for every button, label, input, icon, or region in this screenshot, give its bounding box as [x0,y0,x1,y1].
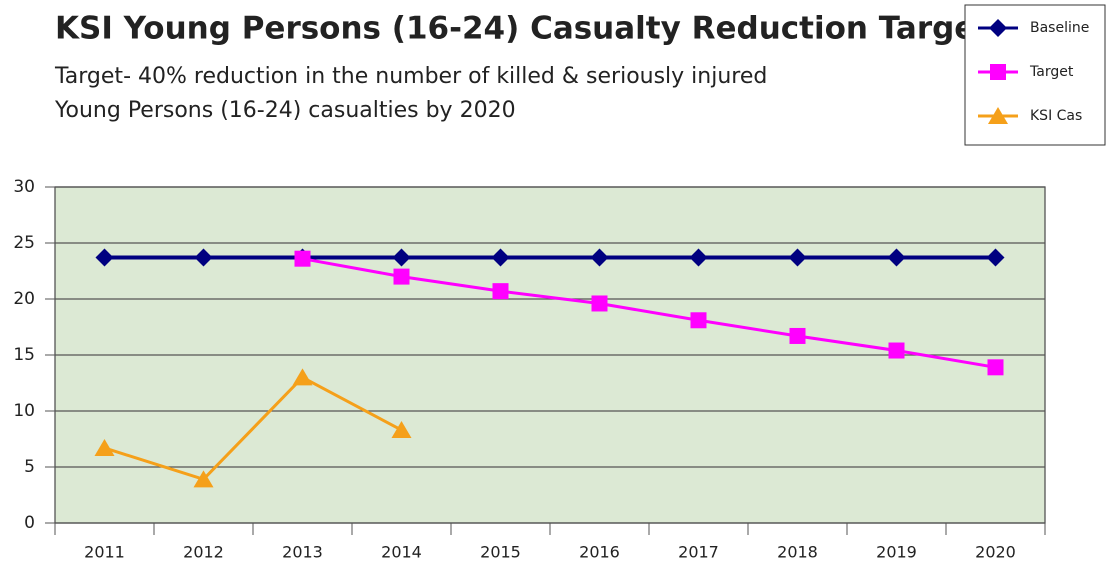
data-point [689,248,708,267]
y-tick-label: 30 [13,177,35,197]
data-point [789,327,806,344]
data-point [391,421,412,439]
y-tick-label: 20 [13,289,35,309]
x-tick-label: 2013 [282,543,323,562]
data-point [294,250,311,267]
data-point [987,359,1004,376]
data-point [94,438,115,456]
y-tick-label: 10 [13,401,35,421]
x-tick-label: 2014 [381,543,422,562]
data-point [888,342,905,359]
data-point [690,312,707,329]
series-line [302,257,996,369]
data-point [194,248,213,267]
x-tick-label: 2020 [975,543,1016,562]
x-tick-label: 2018 [777,543,818,562]
y-tick-label: 25 [13,233,35,253]
data-point [292,368,313,386]
data-point [193,470,214,488]
x-tick-label: 2019 [876,543,917,562]
series-line [104,375,403,482]
data-point [491,248,510,267]
data-point [393,268,410,285]
data-point [492,283,509,300]
data-point [95,248,114,267]
chart-title: KSI Young Persons (16-24) Casualty Reduc… [55,11,990,47]
legend-label: Baseline [1030,20,1089,36]
data-point [986,248,1005,267]
y-tick-label: 0 [24,513,35,533]
legend-label: Target [1029,64,1074,80]
y-tick-label: 15 [13,345,35,365]
chart-subtitle: Young Persons (16-24) casualties by 2020 [54,98,516,123]
x-tick-label: 2017 [678,543,719,562]
x-tick-label: 2012 [183,543,224,562]
x-tick-label: 2015 [480,543,521,562]
data-point [590,248,609,267]
legend-marker [989,19,1007,37]
legend-marker [988,107,1008,124]
x-tick-label: 2016 [579,543,620,562]
data-point [788,248,807,267]
y-tick-label: 5 [24,457,35,477]
data-point [392,248,411,267]
chart-subtitle: Target- 40% reduction in the number of k… [54,64,767,89]
legend-label: KSI Cas [1030,108,1082,124]
data-point [591,295,608,312]
legend-marker [990,64,1006,80]
data-point [887,248,906,267]
x-tick-label: 2011 [84,543,125,562]
